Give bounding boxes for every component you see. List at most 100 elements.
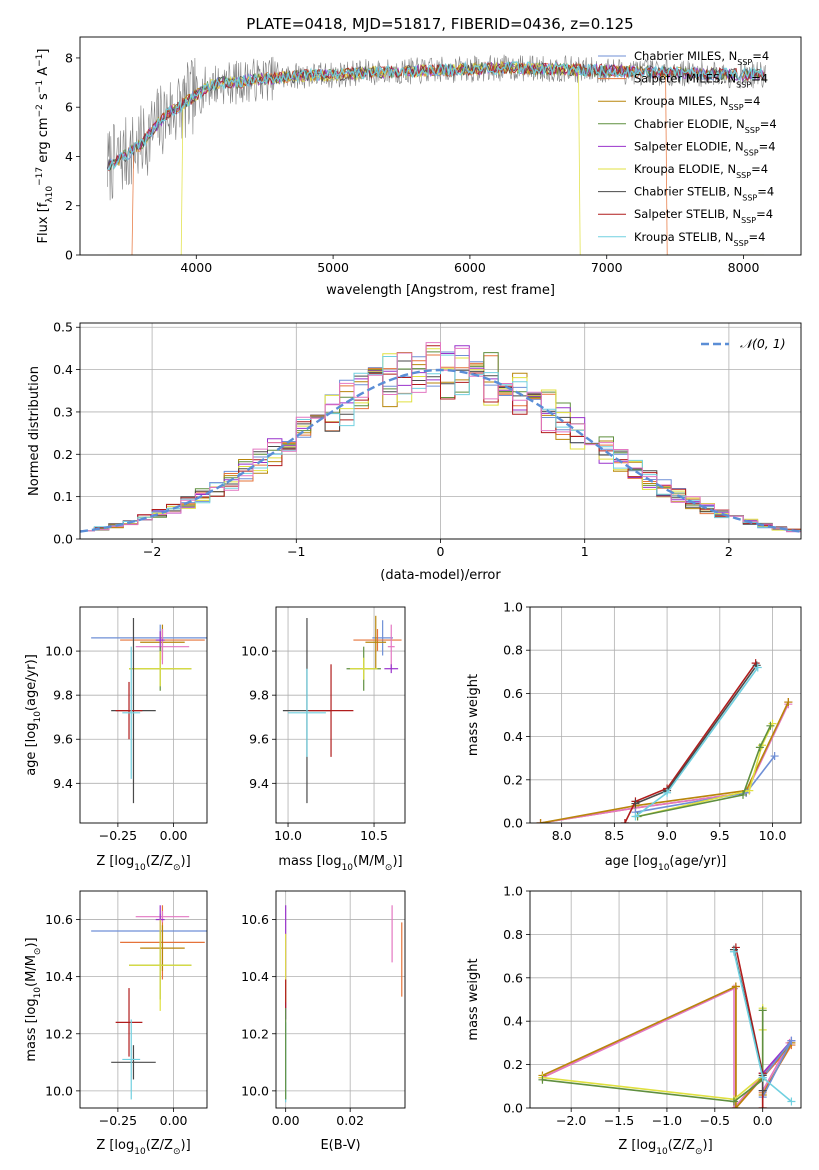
y-tick-label: 1.0: [503, 600, 523, 615]
legend-label-name: Kroupa MILES, N: [634, 94, 729, 108]
y-axis-label-part: 10: [33, 987, 43, 999]
legend-label: Chabrier ELODIE, NSSP=4: [634, 117, 777, 135]
x-axis-label: Z [log10(Z/Z⊙)]: [618, 1138, 712, 1157]
y-tick-label: 0.6: [503, 686, 523, 701]
x-tick-label: 10.0: [274, 828, 302, 843]
weight-marker: [538, 1075, 547, 1084]
y-tick-label: 10.4: [45, 969, 73, 984]
legend-label: Chabrier MILES, NSSP=4: [634, 49, 769, 67]
y-tick-label: 10.0: [241, 644, 269, 659]
y-tick-label: 0: [65, 248, 73, 263]
y-axis-label-part: mass [log: [24, 998, 39, 1061]
legend-label-sub: SSP: [742, 193, 757, 202]
weight-marker: [787, 1036, 796, 1045]
plot-area: [282, 615, 402, 804]
weight-line-chabrier_stelib: [635, 664, 758, 805]
x-axis-label-part: Z [log: [96, 1138, 134, 1153]
x-axis-label: Z [log10(Z/Z⊙)]: [96, 1138, 190, 1157]
x-tick-label: 6000: [454, 260, 486, 275]
weight-line-kroupa_elodie: [542, 1008, 764, 1101]
legend-label-name: Salpeter MILES, N: [634, 72, 736, 86]
y-tick-label: 0.4: [503, 1014, 523, 1029]
weight-marker: [731, 982, 740, 991]
y-tick-label: 9.4: [53, 776, 73, 791]
weight-marker: [631, 812, 640, 821]
x-axis-label-part: mass [log: [278, 854, 341, 869]
y-tick-label: 0.0: [503, 816, 523, 831]
y-axis-label-part: Flux [f: [36, 202, 51, 243]
chart-z-age: −0.25 0.009.49.69.810.0Z [log10(Z/Z⊙)]age…: [24, 606, 208, 873]
weight-line-chabrier_elodie: [637, 725, 772, 818]
legend-label-name: Chabrier ELODIE, N: [634, 117, 745, 131]
x-axis-label-part: (age/yr)]: [669, 854, 726, 869]
weight-marker: [753, 663, 762, 672]
y-tick-label: 0.2: [503, 1057, 523, 1072]
y-tick-label: 0.1: [53, 489, 73, 504]
axes-frame: [529, 606, 802, 824]
y-axis-label-part: s: [36, 93, 51, 104]
y-tick-label: 0.4: [503, 729, 523, 744]
x-axis-label: mass [log10(M/M⊙)]: [278, 854, 402, 873]
plot-area: [91, 905, 207, 1100]
x-axis-label-part: age [log: [605, 854, 658, 869]
y-axis-label: Normed distribution: [27, 366, 42, 496]
legend-label-name: Salpeter ELODIE, N: [634, 139, 744, 153]
y-tick-label: 10.2: [241, 1026, 269, 1041]
histogram-kroupa_stelib: [80, 354, 801, 539]
y-axis-label-part: −1: [35, 54, 45, 67]
y-axis-label-part: (M/M: [24, 955, 39, 987]
x-tick-label: 8.0: [552, 828, 572, 843]
legend-label-sub: SSP: [736, 80, 751, 89]
x-tick-label: −0.25: [99, 1113, 137, 1128]
chart-z-weight: −2.0 −1.5 −1.0 −0.5 0.0 0.0 0.2 0.4 0.6 0.8 1.0 Z […: [466, 884, 802, 1157]
plot-area: [538, 943, 796, 1108]
x-tick-label: −0.5: [700, 1113, 730, 1128]
x-tick-label: 10.0: [759, 828, 787, 843]
y-axis-label-part: −17: [35, 167, 45, 186]
weight-marker: [745, 786, 754, 795]
x-axis-label-part: (Z/Z: [668, 1138, 695, 1153]
y-tick-label: 9.4: [249, 776, 269, 791]
weight-marker: [784, 698, 793, 707]
x-tick-label: 5000: [317, 260, 349, 275]
legend-label-sub: SSP: [736, 171, 751, 180]
x-axis-label-part: Z [log: [96, 854, 134, 869]
x-tick-label: 8.5: [604, 828, 624, 843]
x-tick-label: 8000: [728, 260, 760, 275]
y-tick-label: 0.0: [503, 1101, 523, 1116]
legend-label-name: Salpeter STELIB, N: [634, 207, 741, 221]
legend-label-tail: =4: [759, 139, 776, 153]
y-tick-label: 10.4: [241, 969, 269, 984]
weight-marker: [620, 819, 629, 823]
legend-label-name: Chabrier STELIB, N: [634, 185, 742, 199]
y-axis-label-part: (age/yr)]: [24, 654, 39, 711]
y-axis-label: age [log10(age/yr)]: [24, 654, 43, 776]
charts-layer: 4000 5000 6000 7000 8000 0 2 4 6 8 wavelength [Ang…: [24, 36, 802, 1157]
y-tick-label: 0.3: [53, 404, 73, 419]
weight-marker: [731, 943, 740, 952]
x-axis-label-part: ⊙: [385, 863, 393, 873]
y-axis-label-part: ⊙: [33, 948, 43, 956]
plot-area: [285, 905, 403, 1103]
weight-marker: [787, 1097, 796, 1106]
legend-label-tail: =4: [757, 185, 774, 199]
x-axis-label: wavelength [Angstrom, rest frame]: [326, 283, 555, 298]
legend-label-sub: SSP: [741, 216, 756, 225]
x-tick-label: 0.00: [160, 1113, 188, 1128]
y-axis-label: mass weight: [466, 674, 481, 756]
y-tick-label: 4: [65, 149, 73, 164]
y-tick-label: 0.2: [503, 772, 523, 787]
y-tick-label: 0.8: [503, 927, 523, 942]
y-tick-label: 10.6: [45, 912, 73, 927]
x-axis-label-part: (M/M: [353, 854, 385, 869]
axes-frame: [79, 36, 802, 256]
weight-marker: [536, 819, 545, 823]
y-tick-label: 9.8: [53, 688, 73, 703]
weight-marker: [755, 743, 764, 752]
plot-area: [536, 659, 793, 823]
y-tick-label: 9.8: [249, 688, 269, 703]
y-axis-label: mass weight: [466, 958, 481, 1040]
x-axis-label-part: )]: [181, 1138, 191, 1153]
